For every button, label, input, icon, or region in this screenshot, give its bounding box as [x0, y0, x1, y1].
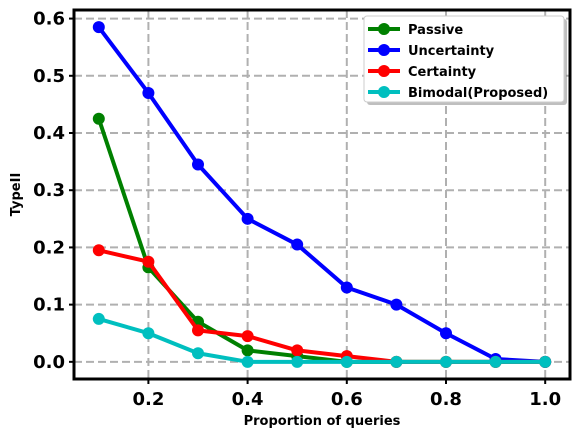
y-tick-label: 0.0 — [33, 352, 65, 373]
legend-box — [363, 15, 565, 103]
data-point — [142, 86, 155, 99]
legend-swatch-marker — [378, 65, 390, 77]
data-point — [390, 298, 403, 311]
data-point — [340, 281, 353, 294]
data-point — [241, 212, 254, 225]
series-passive — [92, 112, 552, 368]
x-axis-label: Proportion of queries — [244, 414, 401, 429]
series-certainty — [92, 244, 552, 368]
data-point — [440, 327, 452, 340]
data-point — [291, 355, 304, 368]
y-tick-label: 0.5 — [33, 66, 65, 87]
data-point — [192, 347, 204, 360]
x-tick-label: 0.2 — [132, 389, 164, 410]
x-tick-label: 0.8 — [430, 389, 462, 410]
data-point — [92, 312, 105, 325]
data-point — [241, 344, 254, 357]
data-point — [92, 112, 105, 125]
data-point — [440, 355, 452, 368]
series-line — [98, 317, 546, 364]
data-point — [291, 238, 304, 251]
legend-label: Certainty — [408, 65, 477, 80]
x-tick-label: 0.6 — [331, 389, 363, 410]
y-tick-label: 0.3 — [33, 180, 65, 201]
series-line — [96, 118, 546, 364]
data-point — [291, 344, 304, 357]
y-tick-label: 0.6 — [33, 9, 65, 30]
data-point — [192, 158, 204, 171]
legend-label: Passive — [408, 23, 463, 38]
y-tick-label: 0.2 — [33, 237, 65, 258]
series-bimodal-proposed — [92, 312, 552, 368]
data-point — [142, 255, 155, 268]
legend-label: Uncertainty — [408, 44, 495, 59]
legend-swatch-marker — [378, 86, 390, 98]
data-point — [241, 355, 254, 368]
legend-label: Bimodal(Proposed) — [408, 86, 548, 101]
data-point — [489, 355, 502, 368]
data-point — [241, 330, 254, 343]
x-tick-label: 1.0 — [529, 389, 561, 410]
y-axis-label: TypeII — [9, 173, 24, 217]
series-lines — [92, 21, 552, 368]
data-point — [142, 327, 155, 340]
x-tick-label: 0.4 — [232, 389, 264, 410]
y-tick-label: 0.4 — [33, 123, 65, 144]
data-point — [539, 355, 552, 368]
y-tick-label: 0.1 — [33, 295, 65, 316]
legend-swatch-marker — [378, 44, 390, 56]
data-point — [390, 355, 403, 368]
series-line — [97, 25, 546, 364]
data-point — [92, 244, 105, 257]
plot-frame — [72, 8, 572, 381]
legend: Passive Uncertainty Certainty Bimodal(Propo… — [363, 15, 567, 105]
legend-swatch-marker — [378, 23, 390, 35]
data-point — [340, 355, 353, 368]
data-point — [92, 21, 105, 34]
data-point — [192, 324, 204, 337]
axis-ticks: 0.2 0.4 0.6 0.8 1.0 0.0 0.1 0.2 0.3 0.4 0.5 0.6 — [33, 9, 561, 410]
